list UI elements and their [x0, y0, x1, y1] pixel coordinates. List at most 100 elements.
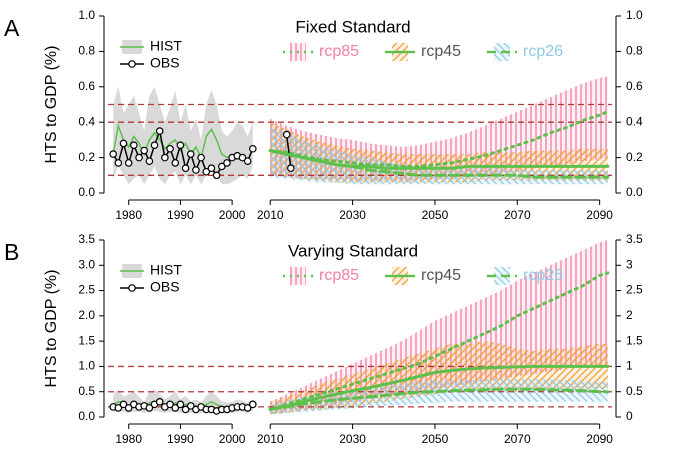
data-point	[243, 157, 252, 165]
data-point	[171, 159, 180, 167]
y2-tick-label: 0.0	[626, 185, 643, 199]
y-tick-label: 1.5	[78, 333, 95, 347]
legend-label: rcp45	[421, 43, 461, 60]
legend-label: HIST	[150, 38, 182, 54]
x-tick-label: 1980	[115, 432, 142, 446]
x-tick-label: 2030	[339, 208, 366, 222]
data-point	[207, 164, 216, 173]
legend-label: rcp85	[319, 267, 359, 284]
y2-tick-label: 0.4	[626, 114, 643, 128]
data-point	[223, 159, 231, 167]
y-tick-label: 2.5	[78, 283, 95, 297]
legend-label: rcp45	[421, 267, 461, 284]
y-tick-label: 1.0	[78, 8, 95, 22]
x-tick-label: 2070	[504, 432, 531, 446]
data-point	[181, 405, 190, 414]
legend-label: rcp85	[319, 43, 359, 60]
band	[270, 125, 608, 185]
legend-label: OBS	[150, 55, 180, 71]
data-point	[135, 153, 143, 162]
data-point	[176, 400, 185, 409]
legend-label: OBS	[150, 279, 180, 295]
data-point	[119, 139, 128, 148]
x-tick-label: 2090	[586, 432, 613, 446]
data-point	[192, 166, 200, 174]
data-point	[249, 144, 257, 153]
data-point	[161, 153, 169, 162]
x-tick-label: 1980	[115, 208, 142, 222]
data-point	[287, 164, 295, 173]
legend-label: rcp26	[523, 43, 563, 60]
data-point	[124, 159, 133, 167]
y2-tick-label: 0.2	[626, 150, 643, 164]
data-point	[166, 400, 174, 409]
data-point	[186, 402, 195, 410]
legend-label: rcp26	[523, 267, 563, 284]
y-tick-label: 1.0	[78, 359, 95, 373]
y-tick-label: 0.4	[78, 114, 95, 128]
data-point	[119, 400, 128, 409]
y2-tick-label: 2	[626, 308, 633, 322]
data-point	[130, 141, 138, 150]
x-tick-label: 2070	[504, 208, 531, 222]
x-tick-label: 2000	[219, 432, 246, 446]
y-tick-label: 0.8	[78, 44, 95, 58]
y-axis-label: HTS to GDP (%)	[43, 270, 60, 388]
data-point	[243, 404, 252, 412]
y2-tick-label: 1.5	[626, 333, 643, 347]
panel-label: B	[4, 239, 19, 265]
data-point	[202, 167, 211, 176]
data-point	[171, 404, 180, 412]
data-point	[114, 404, 123, 412]
y2-tick-label: 1.0	[626, 8, 643, 22]
y-tick-label: 0.6	[78, 79, 95, 93]
data-point	[155, 127, 164, 135]
y-tick-label: 3.0	[78, 257, 95, 271]
x-tick-label: 2010	[257, 432, 284, 446]
series-line	[268, 364, 610, 411]
y-tick-label: 0.2	[78, 150, 95, 164]
y-tick-label: 0.0	[78, 409, 95, 423]
data-point	[238, 153, 247, 162]
y2-tick-label: 1	[626, 359, 633, 373]
y-tick-label: 2.0	[78, 308, 95, 322]
x-tick-label: 1990	[167, 208, 194, 222]
data-point	[109, 150, 117, 158]
y-tick-label: 0.5	[78, 384, 95, 398]
data-point	[197, 153, 205, 162]
y-axis-label: HTS to GDP (%)	[43, 46, 60, 164]
series-line	[268, 149, 610, 179]
data-point	[176, 141, 185, 150]
y2-tick-label: 0.8	[626, 44, 643, 58]
data-point	[249, 400, 257, 409]
series-line	[268, 271, 610, 411]
series-line	[268, 110, 610, 168]
legend-label: HIST	[150, 262, 182, 278]
y2-tick-label: 3	[626, 257, 633, 271]
legend-marker	[128, 284, 136, 292]
data-point	[124, 404, 133, 412]
x-tick-label: 2010	[257, 208, 284, 222]
y2-tick-label: 2.5	[626, 283, 643, 297]
panel-label: A	[4, 15, 20, 41]
x-tick-label: 1990	[167, 432, 194, 446]
data-point	[181, 164, 190, 173]
data-point	[145, 404, 154, 412]
data-point	[145, 157, 154, 165]
data-point	[186, 150, 195, 158]
y2-tick-label: 0.6	[626, 79, 643, 93]
x-tick-label: 2050	[422, 208, 449, 222]
y-tick-label: 3.5	[78, 232, 95, 246]
data-point	[217, 162, 226, 171]
x-tick-label: 2000	[219, 208, 246, 222]
data-point	[150, 141, 159, 150]
y2-tick-label: 0	[626, 409, 633, 423]
data-point	[212, 171, 221, 180]
data-point	[282, 130, 291, 139]
y2-tick-label: 3.5	[626, 232, 643, 246]
chart-title: Varying Standard	[288, 241, 418, 260]
data-point	[155, 398, 164, 406]
x-tick-label: 2090	[586, 208, 613, 222]
